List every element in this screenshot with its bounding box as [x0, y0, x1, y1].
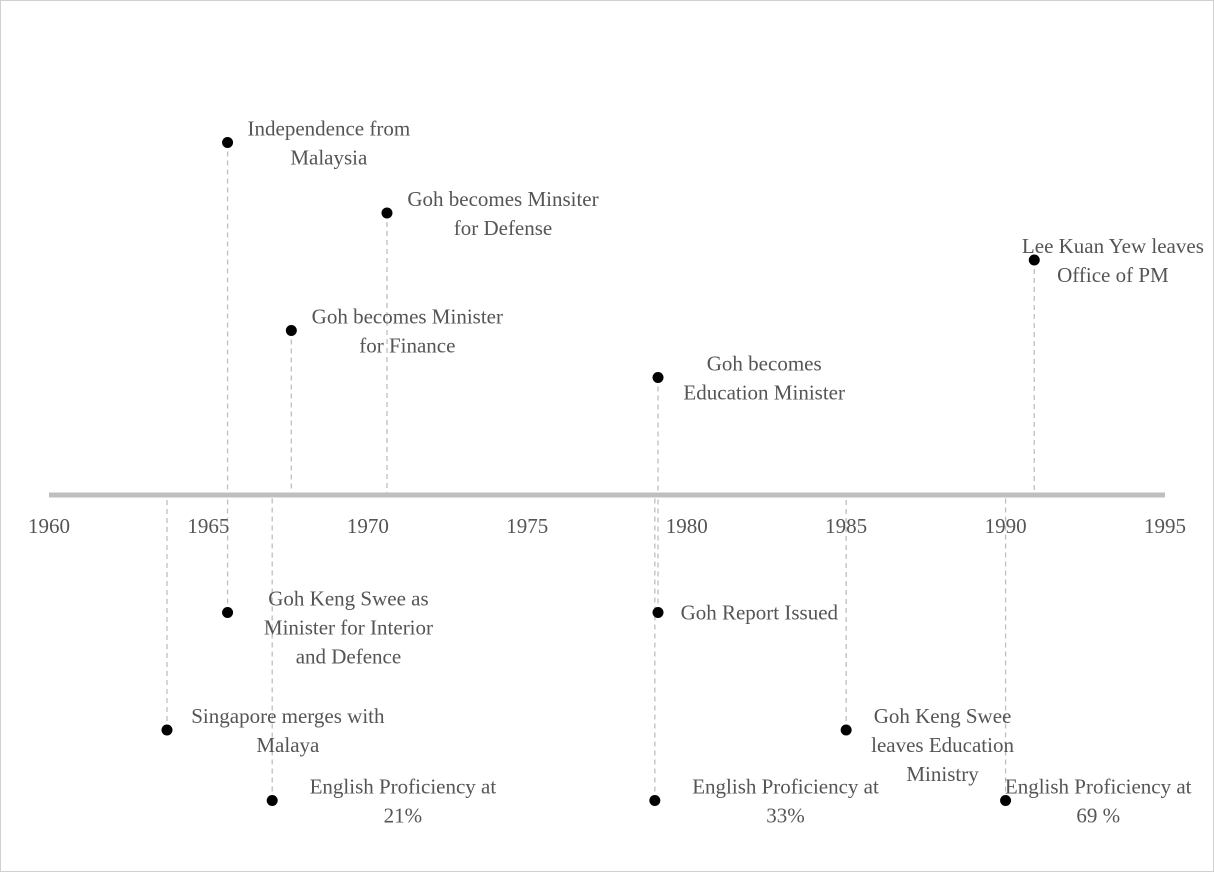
x-tick-label-1965: 1965 [187, 514, 229, 538]
event-marker-5 [222, 607, 234, 618]
event-label-line: Lee Kuan Yew leaves [1022, 234, 1204, 258]
event-label-line: Goh becomes Minsiter [407, 187, 598, 211]
event-label-line: Independence from [248, 117, 411, 141]
x-tick-label-1995: 1995 [1144, 514, 1186, 538]
event-label-line: Goh becomes [707, 352, 822, 376]
event-label-line: and Defence [296, 645, 402, 669]
event-label-line: 33% [766, 804, 805, 828]
event-label-line: Singapore merges with [191, 704, 385, 728]
event-label-line: English Proficiency at [692, 775, 879, 799]
event-label-2: Lee Kuan Yew leaves Office of PM [1022, 234, 1204, 287]
event-label-line: Education Minister [683, 381, 845, 405]
event-label-line: Goh Keng Swee as [268, 587, 428, 611]
event-label-line: English Proficiency at [310, 775, 497, 799]
event-marker-3 [285, 325, 297, 336]
event-marker-0 [222, 137, 234, 148]
event-marker-7 [161, 724, 173, 736]
event-marker-1 [381, 207, 393, 219]
event-label-line: 69 % [1076, 804, 1120, 828]
event-marker-8 [840, 724, 852, 736]
event-marker-4 [652, 372, 664, 383]
event-label-1: Goh becomes Minsiter for Defense [407, 187, 598, 240]
event-label-line: leaves Education [871, 733, 1014, 757]
x-tick-label-1975: 1975 [506, 514, 548, 538]
event-label-5: Goh Keng Swee as Minister for Interior and… [264, 587, 433, 669]
event-marker-2 [1028, 254, 1040, 266]
event-label-7: Singapore merges with Malaya [191, 704, 385, 757]
event-label-8: Goh Keng Swee leaves Education Ministry [871, 704, 1014, 786]
event-label-line: Malaysia [290, 146, 368, 170]
x-tick-label-1970: 1970 [347, 514, 389, 538]
event-label-10: English Proficiency at 33% [692, 775, 879, 828]
x-tick-label-1980: 1980 [666, 514, 708, 538]
event-label-9: English Proficiency at 21% [310, 775, 497, 828]
event-marker-9 [266, 795, 278, 806]
event-label-line: Malaya [256, 733, 320, 757]
event-label-line: English Proficiency at [1005, 775, 1192, 799]
event-label-line: Office of PM [1057, 263, 1169, 287]
event-label-line: for Finance [359, 334, 455, 358]
event-marker-11 [1000, 795, 1012, 806]
event-label-6: Goh Report Issued [681, 601, 839, 625]
x-tick-label-1990: 1990 [985, 514, 1027, 538]
event-label-line: for Defense [454, 216, 553, 240]
event-label-3: Goh becomes Minister for Finance [312, 305, 503, 358]
event-label-line: Minister for Interior [264, 616, 433, 640]
x-tick-label-1985: 1985 [825, 514, 867, 538]
x-tick-label-1960: 1960 [28, 514, 70, 538]
event-label-line: Ministry [906, 762, 979, 786]
event-label-line: Goh Keng Swee [874, 704, 1012, 728]
event-label-11: English Proficiency at 69 % [1005, 775, 1192, 828]
event-label-line: Goh Report Issued [681, 601, 839, 625]
event-label-4: Goh becomes Education Minister [683, 352, 845, 405]
event-label-line: 21% [384, 804, 423, 828]
event-label-line: Goh becomes Minister [312, 305, 503, 329]
event-label-0: Independence from Malaysia [248, 117, 411, 170]
event-marker-10 [649, 795, 661, 806]
event-marker-6 [652, 607, 664, 618]
